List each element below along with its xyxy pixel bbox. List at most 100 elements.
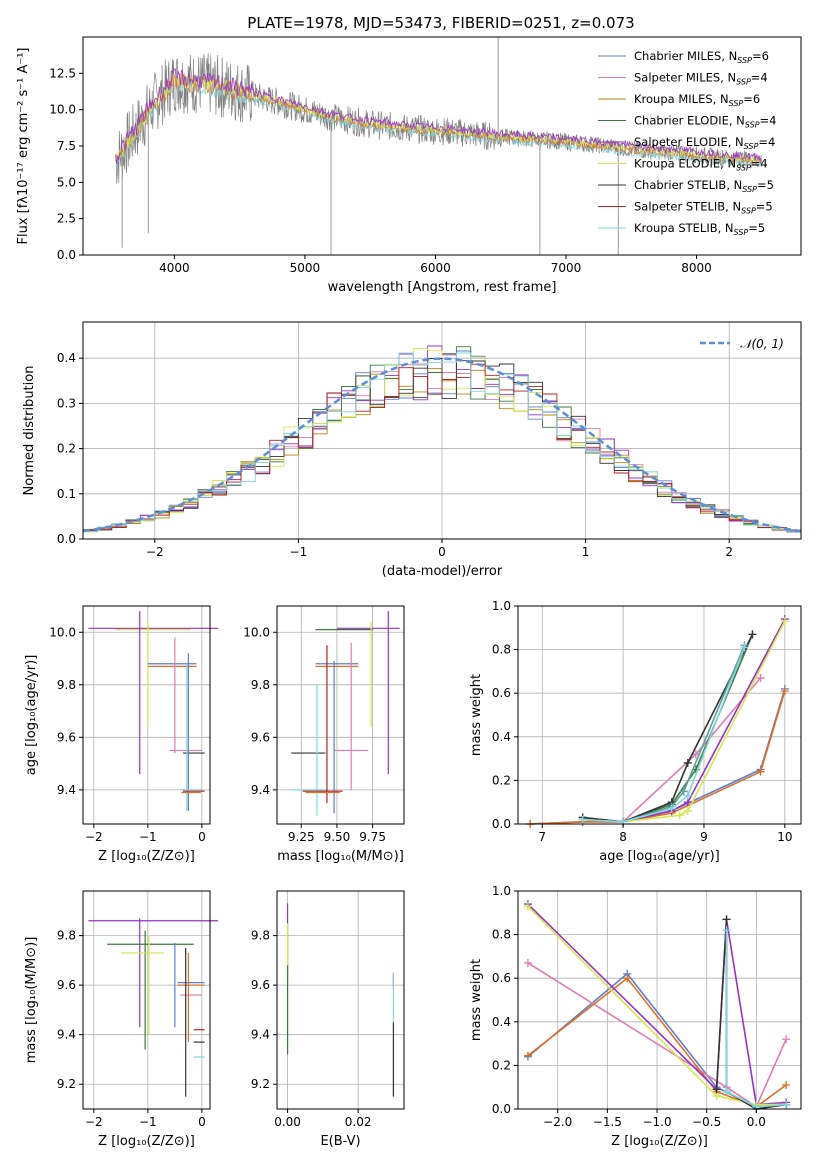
series-line [527,905,787,1106]
x-tick-label: 9.25 [288,830,315,844]
legend-entry-name: Chabrier ELODIE, N [634,114,745,128]
histogram-series [83,358,801,532]
residuals-hist [82,345,802,533]
x-tick-label: −2 [85,830,103,844]
x-tick-label: −1.5 [593,1115,622,1129]
y-axis-label: mass weight [469,674,484,756]
weight-vs-age-panel: 7 8 9 10 0.0 0.2 0.4 0.6 0.8 1.0 age [log₁₀(age/yr… [469,599,802,864]
legend-entry-label: Kroupa STELIB, NSSP=5 [634,221,765,237]
legend-entry-label: Chabrier MILES, NSSP=6 [634,49,769,65]
x-tick-label: 9.75 [359,830,386,844]
series-marker [523,1051,532,1060]
weight-vs-Z-panel: −2.0 −1.5 −1.0 −0.5 0.0 0.0 0.2 0.4 0.6 0.8 1.0 Z [… [469,884,802,1149]
x-tick-label: −2.0 [543,1115,572,1129]
series-marker [683,806,692,815]
x-tick-label: 8000 [681,261,712,275]
legend-entry-count: =6 [743,92,760,106]
legend-entry-subscript: SSP [737,56,752,65]
y-tick-label: 0.3 [57,396,76,410]
legend-entry-label: Salpeter STELIB, NSSP=5 [634,200,773,216]
y-tick-label: 9.6 [251,978,270,992]
model-spectrum-line [115,67,762,164]
y-tick-label: 9.4 [251,783,270,797]
legend-entry-subscript: SSP [742,185,757,194]
x-axis-label: mass [log₁₀(M/M⊙)] [277,849,404,864]
x-tick-label: 0 [198,1115,206,1129]
series-marker [756,673,765,682]
series-line [530,688,786,825]
series-line [530,690,786,825]
y-tick-label: 0.4 [57,351,76,365]
legend-entry-name: Kroupa ELODIE, N [634,157,736,171]
y-tick-label: 9.4 [57,1028,76,1042]
legend-entry-label: Chabrier ELODIE, NSSP=4 [634,114,776,130]
x-tick-label: 4000 [159,261,190,275]
series-marker [780,687,789,696]
series-marker [667,804,676,813]
axes-frame [517,605,802,825]
series-marker [578,815,587,824]
y-axis-label: Flux [fλ10⁻¹⁷ erg cm⁻² s⁻¹ A⁻¹] [16,48,31,245]
axes-frame [276,890,405,1110]
y-tick-label: 10.0 [243,625,270,639]
axes-frame [276,605,405,825]
y-axis-label: mass weight [469,959,484,1041]
mass-vs-EBV-panel: 0.00 0.02 9.2 9.4 9.6 9.8 E(B-V) [251,890,405,1149]
legend-entry-subscript: SSP [729,99,744,108]
legend-entry-count: =5 [756,200,773,214]
spectrum-data-group [115,37,762,255]
legend-entry-name: Chabrier STELIB, N [634,178,742,192]
x-tick-label: 9 [700,830,708,844]
axes-frame [82,890,211,1110]
axes-frame [517,890,802,1110]
series-marker [722,1087,731,1096]
x-axis-label: E(B-V) [320,1134,360,1149]
model-spectrum-line [115,72,762,164]
y-tick-label: 0.6 [492,686,511,700]
x-tick-label: −1.0 [642,1115,671,1129]
legend-entry-name: Kroupa MILES, N [634,92,729,106]
legend-entry-name: Chabrier MILES, N [634,49,737,63]
residuals-panel: −2 −1 0 1 2 0.0 0.1 0.2 0.3 0.4 (data-model)/error… [22,321,802,579]
series-line [530,677,762,825]
y-tick-label: 9.6 [57,730,76,744]
legend-entry-count: =6 [752,49,769,63]
legend-entry-name: Salpeter STELIB, N [634,200,741,214]
x-tick-label: 7 [538,830,546,844]
y-tick-label: 0.8 [492,928,511,942]
axes-frame [82,605,211,825]
normal-curve-legend-label: 𝒩(0, 1) [740,337,784,351]
legend-entry-label: Chabrier STELIB, NSSP=5 [634,178,774,194]
x-tick-label: 6000 [420,261,451,275]
y-tick-label: 0.6 [492,971,511,985]
x-tick-label: 9.50 [324,830,351,844]
residuals-legend: 𝒩(0, 1) [700,337,784,351]
series-line [527,962,787,1108]
spectrum-lines [115,37,762,255]
y-tick-label: 0.4 [492,1015,511,1029]
legend-entry-subscript: SSP [745,121,760,130]
y-tick-label: 2.5 [57,212,76,226]
figure-title: PLATE=1978, MJD=53473, FIBERID=0251, z=0… [247,14,634,32]
x-tick-label: 0 [438,545,446,559]
y-tick-label: 9.6 [251,730,270,744]
legend-entry-count: =4 [758,135,775,149]
series-marker [780,617,789,626]
series-marker [523,958,532,967]
legend-entry-count: =4 [751,157,768,171]
legend-entry-subscript: SSP [741,207,756,216]
x-tick-label: −0.5 [692,1115,721,1129]
y-tick-label: 12.5 [49,66,76,80]
series-marker [756,767,765,776]
legend-entry-subscript: SSP [744,142,759,151]
x-axis-label: (data-model)/error [382,564,503,579]
normal-reference-curve [82,357,802,533]
y-tick-label: 0.2 [57,442,76,456]
series-marker [679,787,688,796]
x-axis-label: Z [log₁₀(Z/Z⊙)] [98,1134,195,1149]
legend-entry-label: Salpeter ELODIE, NSSP=4 [634,135,775,151]
y-tick-label: 7.5 [57,139,76,153]
series-line [582,647,746,823]
y-tick-label: 0.0 [57,248,76,262]
x-tick-label: 10 [777,830,792,844]
